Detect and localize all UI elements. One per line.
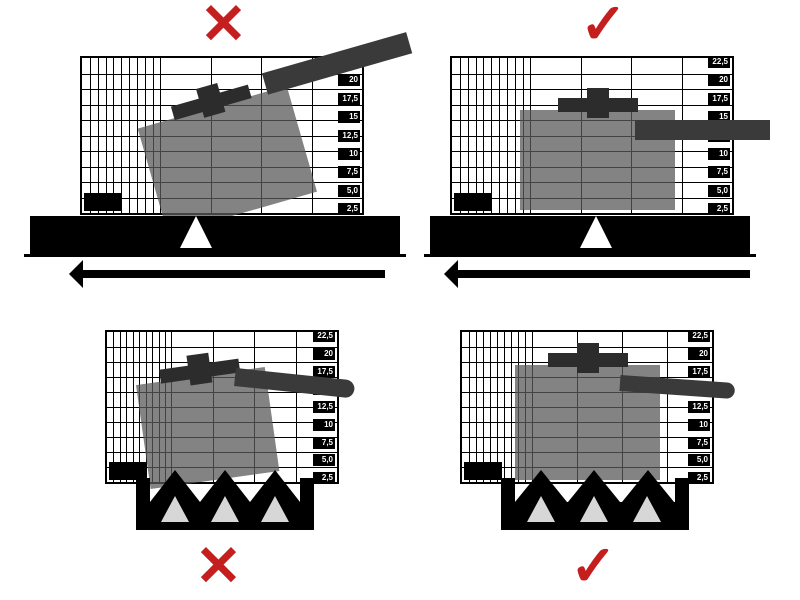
scale-label: 17,5 — [708, 93, 730, 105]
tooth-highlight — [211, 496, 239, 522]
grid-row-line — [452, 74, 732, 75]
scale-label: 5,0 — [708, 185, 730, 197]
base-rail — [430, 216, 750, 254]
grid-minor-col — [90, 58, 91, 213]
grid-minor-col — [511, 332, 512, 482]
grid-caption — [454, 193, 492, 211]
grid-caption — [84, 193, 122, 211]
scale-label: 2,5 — [313, 472, 335, 484]
base-side-right — [675, 478, 689, 530]
grid-minor-col — [469, 332, 470, 482]
incorrect-mark-icon: ✕ — [195, 538, 242, 594]
scale-label: 10 — [313, 419, 335, 431]
base-side-left — [501, 478, 515, 530]
grid-minor-col — [483, 332, 484, 482]
scale-label: 5,0 — [338, 185, 360, 197]
scale-label: 22,5 — [688, 330, 710, 342]
grid-minor-col — [507, 58, 508, 213]
grid-major-col — [712, 332, 713, 482]
scale-label: 22,5 — [708, 56, 730, 68]
grid-minor-col — [113, 332, 114, 482]
grid-row-line — [82, 89, 362, 90]
scale-label: 20 — [688, 348, 710, 360]
rail-cap — [424, 254, 756, 257]
grid-minor-col — [499, 58, 500, 213]
scale-label: 20 — [313, 348, 335, 360]
rail-cap — [24, 254, 406, 257]
grid-minor-col — [129, 58, 130, 213]
grid-minor-col — [120, 332, 121, 482]
grid-minor-col — [476, 332, 477, 482]
grid-minor-col — [476, 58, 477, 213]
grid-minor-col — [137, 58, 138, 213]
tooth-highlight — [633, 496, 661, 522]
grid-minor-col — [133, 332, 134, 482]
incorrect-mark-icon: ✕ — [200, 0, 247, 52]
tonearm-handle — [635, 120, 770, 140]
cartridge-crossbar — [548, 353, 628, 367]
tooth-highlight — [580, 496, 608, 522]
scale-label: 12,5 — [688, 401, 710, 413]
panel-tl: ✕22,52017,51512,5107,55,02,5 — [60, 38, 390, 298]
scale-label: 10 — [708, 148, 730, 160]
base-side-left — [136, 478, 150, 530]
cartridge-crossbar — [558, 98, 638, 112]
tooth-highlight — [161, 496, 189, 522]
correct-mark-icon: ✓ — [580, 0, 627, 52]
grid-major-col — [667, 332, 668, 482]
direction-arrow — [450, 270, 750, 278]
grid-minor-col — [497, 332, 498, 482]
scale-label: 5,0 — [313, 454, 335, 466]
scale-label: 10 — [688, 419, 710, 431]
scale-label: 22,5 — [313, 330, 335, 342]
grid-minor-col — [460, 58, 461, 213]
panel-br: ✓22,52017,51512,5107,55,02,5 — [450, 320, 730, 580]
base-rail — [30, 216, 400, 254]
scale-label: 17,5 — [338, 93, 360, 105]
grid-minor-col — [483, 58, 484, 213]
grid-minor-col — [98, 58, 99, 213]
correct-mark-icon: ✓ — [570, 538, 617, 594]
grid-minor-col — [126, 332, 127, 482]
scale-label: 5,0 — [688, 454, 710, 466]
scale-label: 2,5 — [708, 203, 730, 215]
grid-major-col — [337, 332, 338, 482]
scale-label: 7,5 — [313, 437, 335, 449]
scale-label: 2,5 — [688, 472, 710, 484]
grid-minor-col — [490, 332, 491, 482]
scale-label: 10 — [338, 148, 360, 160]
scale-label: 7,5 — [338, 166, 360, 178]
scale-label: 17,5 — [688, 366, 710, 378]
grid-minor-col — [106, 58, 107, 213]
grid-major-col — [362, 58, 363, 213]
grid-minor-col — [468, 58, 469, 213]
grid-minor-col — [515, 58, 516, 213]
grid-caption — [464, 462, 502, 480]
rail-notch — [580, 216, 612, 248]
base-side-right — [300, 478, 314, 530]
grid-row-line — [107, 347, 337, 348]
scale-label: 12,5 — [338, 130, 360, 142]
grid-minor-col — [504, 332, 505, 482]
alignment-diagram: ✕ 22,5 20 17,5 15 12,5 10 7,5 5,0 2,5 ✓ 22,5 20 17,5 1… — [0, 0, 800, 600]
grid-major-col — [296, 332, 297, 482]
panel-tr: ✓22,52017,51512,5107,55,02,5 — [440, 38, 760, 298]
scale-label: 12,5 — [313, 401, 335, 413]
grid-minor-col — [113, 58, 114, 213]
scale-label: 15 — [338, 111, 360, 123]
tooth-highlight — [261, 496, 289, 522]
scale-label: 20 — [708, 74, 730, 86]
tooth-highlight — [527, 496, 555, 522]
rail-notch — [180, 216, 212, 248]
grid-minor-col — [121, 58, 122, 213]
scale-label: 20 — [338, 74, 360, 86]
scale-label: 7,5 — [688, 437, 710, 449]
direction-arrow — [75, 270, 385, 278]
scale-label: 2,5 — [338, 203, 360, 215]
scale-label: 7,5 — [708, 166, 730, 178]
panel-bl: ✕22,52017,51512,5107,55,02,5 — [95, 320, 355, 580]
grid-minor-col — [491, 58, 492, 213]
